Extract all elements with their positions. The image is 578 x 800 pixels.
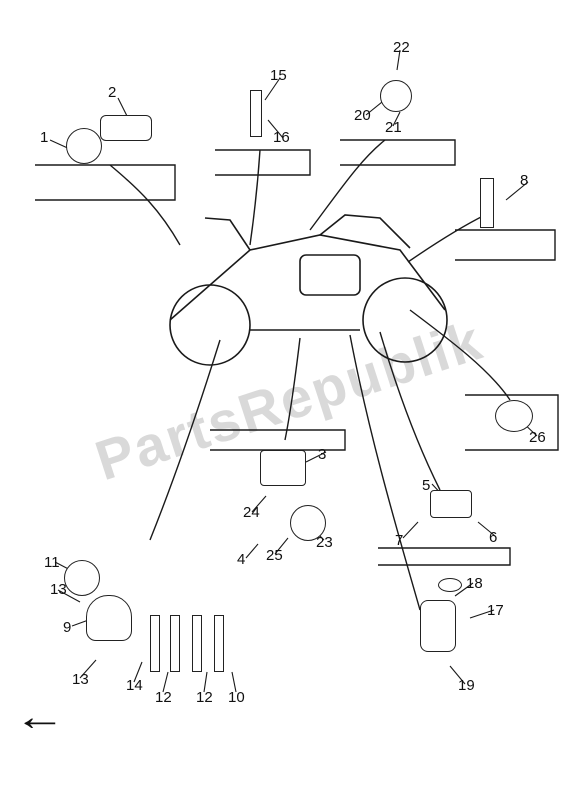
callout-label: 17: [487, 603, 504, 618]
part-cap-20: [380, 80, 412, 112]
callout-15: 15: [270, 68, 287, 83]
callout-26: 26: [529, 430, 546, 445]
callout-label: 6: [489, 530, 497, 545]
callout-11: 11: [44, 555, 60, 570]
callout-16: 16: [273, 130, 290, 145]
callout-label: 19: [458, 678, 475, 693]
callout-7: 7: [395, 533, 403, 548]
callout-24: 24: [243, 505, 260, 520]
callout-21: 21: [385, 120, 402, 135]
callout-label: 10: [228, 690, 245, 705]
part-plug-10b: [214, 615, 224, 672]
callout-label: 26: [529, 430, 546, 445]
callout-2: 2: [108, 85, 116, 100]
callout-label: 9: [63, 620, 71, 635]
callout-23: 23: [316, 535, 333, 550]
part-plug-12a: [150, 615, 160, 672]
callout-label: 2: [108, 85, 116, 100]
part-coil-9: [86, 595, 132, 641]
part-oring-18: [438, 578, 462, 592]
callout-label: 23: [316, 535, 333, 550]
callout-20: 20: [354, 108, 371, 123]
part-valve-5: [430, 490, 472, 518]
part-probe-8: [480, 178, 494, 228]
callout-label: 12: [196, 690, 213, 705]
part-coil-11: [64, 560, 100, 596]
callout-label: 13: [50, 582, 67, 597]
callout-22: 22: [393, 40, 410, 55]
callout-label: 8: [520, 173, 528, 188]
callout-9: 9: [63, 620, 71, 635]
callout-label: 13: [72, 672, 89, 687]
callout-13a: 13: [50, 582, 67, 597]
part-relay-3: [260, 450, 306, 486]
callout-12a: 12: [155, 690, 172, 705]
callout-label: 15: [270, 68, 287, 83]
callout-label: 21: [385, 120, 402, 135]
callout-label: 11: [44, 555, 60, 570]
callout-17: 17: [487, 603, 504, 618]
callout-12b: 12: [196, 690, 213, 705]
callout-14: 14: [126, 678, 143, 693]
callout-label: 12: [155, 690, 172, 705]
part-sensor-body: [100, 115, 152, 141]
callout-8: 8: [520, 173, 528, 188]
callout-5: 5: [422, 478, 430, 493]
callout-1: 1: [40, 130, 48, 145]
callout-label: 22: [393, 40, 410, 55]
callout-6: 6: [489, 530, 497, 545]
callout-label: 5: [422, 478, 430, 493]
callout-label: 3: [318, 447, 326, 462]
part-pump-17: [420, 600, 456, 652]
callout-label: 16: [273, 130, 290, 145]
callout-label: 1: [40, 130, 48, 145]
callout-18: 18: [466, 576, 483, 591]
part-plug-12b: [192, 615, 202, 672]
parts-diagram: PartsRepublik: [0, 0, 578, 800]
callout-19: 19: [458, 678, 475, 693]
callout-4: 4: [237, 552, 245, 567]
direction-arrow: ←: [14, 695, 66, 740]
callout-label: 7: [395, 533, 403, 548]
callout-label: 4: [237, 552, 245, 567]
part-sensor-outline: [66, 128, 102, 164]
callout-label: 25: [266, 548, 283, 563]
part-bolt-15: [250, 90, 262, 137]
callout-label: 14: [126, 678, 143, 693]
callout-label: 18: [466, 576, 483, 591]
part-plug-10a: [170, 615, 180, 672]
callout-3: 3: [318, 447, 326, 462]
callout-label: 24: [243, 505, 260, 520]
callout-10: 10: [228, 690, 245, 705]
part-clip-26: [495, 400, 533, 432]
callout-label: 20: [354, 108, 371, 123]
callout-13b: 13: [72, 672, 89, 687]
callout-25: 25: [266, 548, 283, 563]
